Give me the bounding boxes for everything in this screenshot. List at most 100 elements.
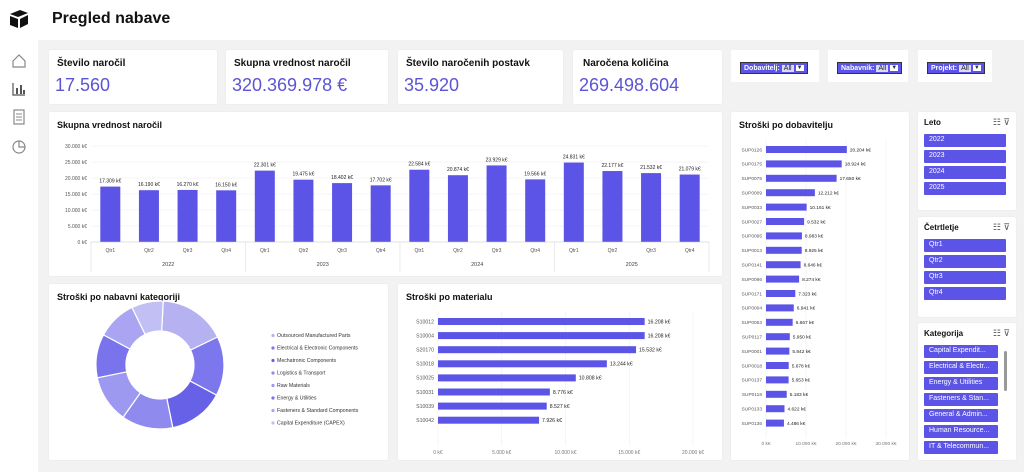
y-tick-label: 0 k€: [78, 240, 88, 246]
data-label: 23.929 k€: [486, 157, 508, 163]
x-tick-label: Qtr4: [685, 248, 695, 254]
legend-marker: [271, 333, 275, 338]
slicer-item[interactable]: Qtr4: [924, 287, 1006, 300]
slicer-item[interactable]: Human Resource...: [924, 425, 998, 438]
kpi-label: Naročena količina: [583, 58, 669, 69]
slicer-title: Četrtletje: [924, 223, 959, 232]
slicer-item[interactable]: Qtr2: [924, 255, 1006, 268]
slicer-item[interactable]: Qtr1: [924, 239, 1006, 252]
bar-chart-icon[interactable]: [10, 80, 28, 98]
bar: [602, 171, 623, 242]
x-tick-label: 0 k€: [761, 441, 770, 447]
category-label: SUP0033: [741, 205, 762, 211]
legend-marker: [271, 358, 275, 363]
slicer-item[interactable]: 2024: [924, 166, 1006, 179]
x-tick-label: Qtr3: [646, 248, 656, 254]
x-tick-label: Qtr2: [299, 248, 309, 254]
multi-select-icon[interactable]: ☷ ⊽: [992, 328, 1010, 338]
y-tick-label: 25.000 k€: [65, 160, 87, 166]
chart-category-costs: Stroški po nabavni kategoriji Outsourced…: [49, 284, 388, 460]
category-label: SUP0053: [741, 320, 762, 326]
slicer-item[interactable]: 2022: [924, 134, 1006, 147]
category-label: SUP0075: [741, 176, 762, 182]
supplier-dropdown[interactable]: Dobavitelj: All ▼: [740, 62, 808, 74]
data-label: 10.808 k€: [579, 376, 602, 382]
legend-label: Logistics & Transport: [277, 371, 326, 377]
legend-label: Outsourced Manufactured Parts: [277, 333, 351, 339]
filter-buyer: Nabavnik: All ▼: [828, 50, 908, 82]
buyer-dropdown[interactable]: Nabavnik: All ▼: [837, 62, 903, 74]
chevron-down-icon: ▼: [795, 65, 804, 71]
chart-title: Stroški po nabavni kategoriji: [57, 292, 181, 302]
data-label: 17.650 k€: [840, 176, 861, 182]
year-label: 2024: [471, 262, 483, 268]
data-label: 21.079 k€: [679, 167, 701, 173]
category-label: SUP0018: [741, 363, 762, 369]
category-label: SUP0117: [742, 335, 763, 341]
slicer-item[interactable]: Electrical & Electr...: [924, 361, 998, 374]
page-title: Pregled nabave: [52, 10, 171, 27]
app-logo-icon: [10, 10, 28, 28]
data-label: 4.622 k€: [787, 407, 806, 413]
category-label: SUP0175: [741, 162, 762, 168]
x-tick-label: 5.000 k€: [492, 450, 511, 456]
bar: [766, 261, 801, 269]
data-label: 7.926 k€: [542, 418, 562, 424]
x-tick-label: Qtr2: [453, 248, 463, 254]
data-label: 8.776 k€: [553, 390, 573, 396]
filter-project: Projekt: All ▼: [918, 50, 992, 82]
data-label: 16.208 k€: [648, 333, 671, 339]
legend-label: Fasteners & Standard Components: [277, 408, 359, 414]
chevron-down-icon: ▼: [972, 65, 981, 71]
multi-select-icon[interactable]: ☷ ⊽: [992, 117, 1010, 127]
kpi-value: 320.369.978 €: [232, 75, 348, 95]
x-tick-label: 0 k€: [433, 450, 443, 456]
pie-chart-icon[interactable]: [10, 138, 28, 156]
slicer-item[interactable]: 2025: [924, 182, 1006, 195]
data-label: 8.527 k€: [550, 404, 570, 410]
x-tick-label: Qtr2: [608, 248, 618, 254]
slicer-item[interactable]: IT & Telecommun...: [924, 441, 998, 454]
data-label: 21.532 k€: [640, 165, 662, 171]
project-dropdown[interactable]: Projekt: All ▼: [927, 62, 985, 74]
category-label: S10012: [416, 319, 434, 325]
slicer-item[interactable]: Energy & Utilities: [924, 377, 998, 390]
kpi-value: 35.920: [404, 75, 460, 95]
bar: [766, 347, 790, 355]
slicer-item[interactable]: Qtr3: [924, 271, 1006, 284]
document-icon[interactable]: [10, 108, 28, 126]
bar: [766, 318, 793, 326]
bar: [766, 419, 784, 427]
category-label: S10031: [416, 390, 434, 396]
data-label: 10.161 k€: [810, 205, 831, 211]
x-tick-label: 30.000 k€: [875, 441, 896, 447]
chevron-down-icon: ▼: [890, 65, 899, 71]
filter-label: Projekt:: [931, 64, 958, 72]
multi-select-icon[interactable]: ☷ ⊽: [992, 222, 1010, 232]
data-label: 20.204 k€: [850, 147, 871, 153]
slicer-item[interactable]: Capital Expendit...: [924, 345, 998, 358]
home-icon[interactable]: [10, 52, 28, 70]
filter-label: Dobavitelj:: [744, 64, 780, 72]
slicer-item[interactable]: Fasteners & Stan...: [924, 393, 998, 406]
data-label: 8.274 k€: [802, 277, 821, 283]
donut-chart: Outsourced Manufactured Parts Electrical …: [95, 300, 359, 430]
x-tick-label: 10.000 k€: [795, 441, 816, 447]
slicer-title: Kategorija: [924, 329, 964, 338]
bar: [438, 318, 645, 325]
y-tick-label: 15.000 k€: [65, 192, 87, 198]
slicer-item[interactable]: 2023: [924, 150, 1006, 163]
bar: [438, 416, 540, 424]
bar: [332, 183, 353, 242]
data-label: 5.653 k€: [792, 378, 811, 384]
kpi-card-total-value: Skupna vrednost naročil 320.369.978 €: [226, 50, 388, 104]
legend-marker: [271, 396, 275, 400]
x-tick-label: Qtr3: [492, 248, 502, 254]
legend-marker: [271, 408, 275, 413]
scrollbar[interactable]: [1004, 351, 1007, 391]
filter-value: All: [959, 64, 971, 72]
donut-slice: [131, 300, 164, 336]
data-label: 17.702 k€: [370, 177, 392, 183]
data-label: 19.475 k€: [292, 172, 314, 178]
slicer-item[interactable]: General & Admin...: [924, 409, 998, 422]
